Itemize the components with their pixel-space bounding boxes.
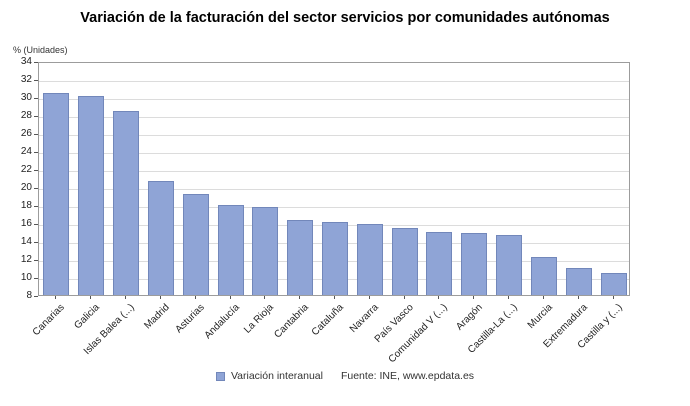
y-tick-label: 20 [20,182,32,193]
x-tick-mark [403,296,405,299]
x-tick-mark [542,296,544,299]
x-tick-mark [55,296,57,299]
bar [496,234,523,295]
y-tick-label: 30 [20,92,32,103]
y-tick-mark [34,98,38,99]
bar [391,228,418,295]
y-tick-mark [34,296,38,297]
gridline [39,117,629,118]
x-tick-mark [508,296,510,299]
y-tick-mark [34,134,38,135]
legend-swatch-icon [215,371,225,381]
gridline [39,207,629,208]
x-tick-mark [90,296,92,299]
gridline [39,189,629,190]
bar [565,268,592,295]
bar [78,96,105,295]
bar [600,273,627,295]
y-tick-label: 12 [20,254,32,265]
gridline [39,153,629,154]
y-tick-label: 26 [20,128,32,139]
bar [322,222,348,295]
y-tick-mark [34,224,38,225]
y-tick-label: 8 [26,290,32,301]
gridline [39,171,629,172]
x-tick-mark [334,296,335,299]
y-tick-label: 34 [20,56,32,67]
x-tick-mark [125,296,127,299]
x-tick-mark [264,296,266,299]
bar [530,257,557,295]
y-tick-label: 14 [20,236,32,247]
bar [252,206,279,295]
bar [182,194,209,295]
bar [356,223,383,295]
y-tick-label: 22 [20,164,32,175]
y-tick-label: 16 [20,218,32,229]
y-tick-mark [34,242,38,243]
y-tick-label: 28 [20,110,32,121]
chart-title: Variación de la facturación del sector s… [80,10,610,26]
plot-area [38,62,630,296]
y-tick-label: 32 [20,74,32,85]
legend-label: Variación interanual [230,370,323,382]
y-tick-mark [34,278,38,279]
y-tick-mark [34,260,38,261]
gridline [39,135,629,136]
source-text: Fuente: INE, www.epdata.es [340,370,475,382]
bar [217,205,244,295]
bar [426,232,453,295]
x-tick-mark [612,296,614,299]
x-tick-mark [368,296,370,299]
x-tick-mark [159,296,161,299]
x-tick-mark [577,296,579,299]
y-tick-mark [34,170,38,171]
bar [113,111,140,295]
bar [461,232,488,295]
x-tick-mark [473,296,475,299]
y-axis-unit-label: % (Unidades) [13,45,68,55]
y-tick-mark [34,152,38,153]
y-tick-mark [34,62,38,63]
gridline [39,99,629,100]
y-tick-mark [34,188,38,189]
y-tick-mark [34,80,38,81]
x-tick-mark [299,296,301,299]
y-tick-label: 10 [20,272,32,283]
bar [287,220,314,295]
y-tick-label: 18 [20,200,32,211]
x-tick-mark [229,296,231,299]
bar [43,92,70,295]
gridline [39,81,629,82]
legend: Variación interanual Fuente: INE, www.ep… [0,370,690,382]
y-tick-mark [34,206,38,207]
y-tick-label: 24 [20,146,32,157]
y-tick-mark [34,116,38,117]
x-tick-mark [438,296,440,299]
bar [147,180,174,295]
x-tick-mark [194,296,196,299]
